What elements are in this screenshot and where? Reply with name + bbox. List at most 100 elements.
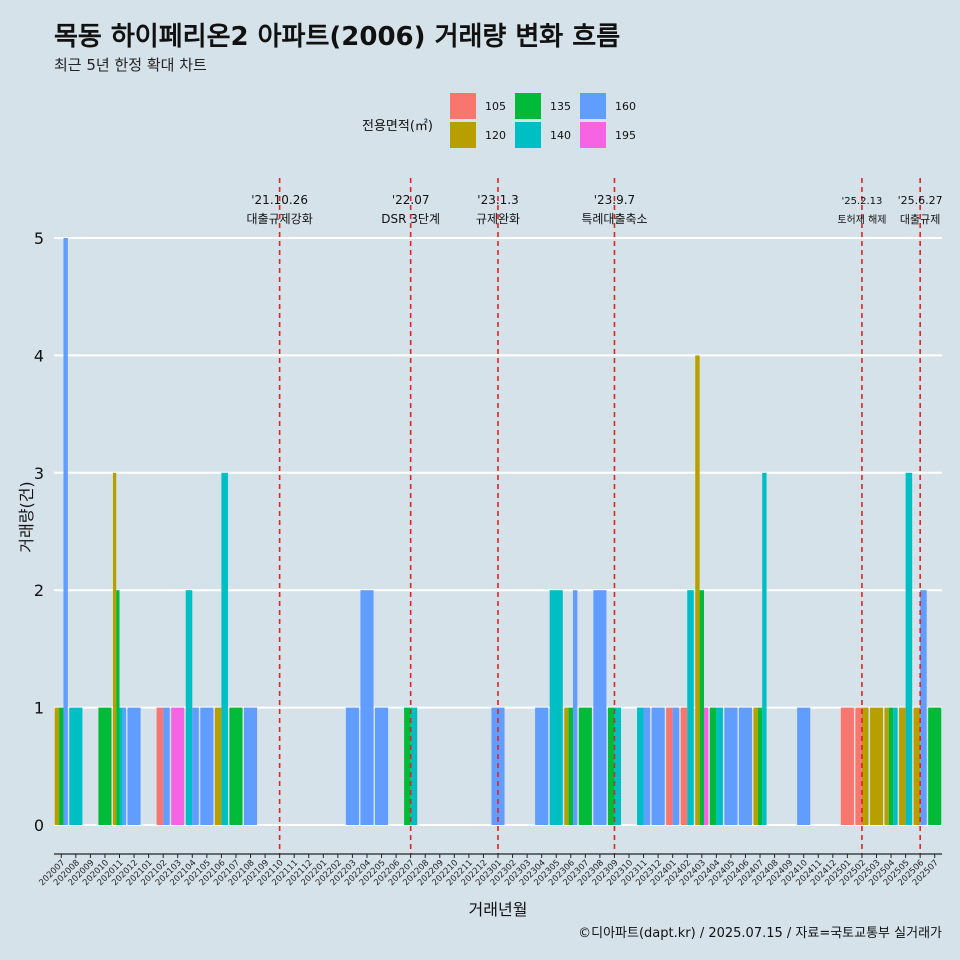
bar-202410-160 — [797, 707, 811, 825]
bar-202407-120 — [753, 707, 758, 825]
legend-item-160: 160 — [580, 93, 650, 119]
bar-202007-160 — [63, 238, 68, 825]
event-date-3: '23.9.7 — [594, 193, 635, 207]
bar-202103-195 — [171, 707, 185, 825]
bar-202106-140 — [221, 472, 228, 825]
bar-202011-120 — [112, 472, 117, 825]
bar-202504-120 — [884, 707, 889, 825]
bar-202007-135 — [59, 707, 64, 825]
bar-202008-140 — [69, 707, 83, 825]
chart-title: 목동 하이페리온2 아파트(2006) 거래량 변화 흐름 — [54, 22, 621, 52]
y-tick-label: 5 — [34, 229, 44, 248]
bar-202505-120 — [899, 707, 906, 825]
event-label-1: DSR 3단계 — [381, 212, 440, 226]
legend-label-135: 135 — [550, 100, 571, 113]
bar-202104-160 — [192, 707, 199, 825]
source-caption: ©디아파트(dapt.kr) / 2025.07.15 / 자료=국토교통부 실… — [578, 926, 942, 941]
legend-swatch-140 — [515, 122, 541, 148]
bar-202506-120 — [913, 707, 921, 825]
bar-202011-140 — [119, 707, 123, 825]
bar-202309-140 — [614, 707, 622, 825]
legend-swatch-195 — [580, 122, 606, 148]
bar-202502-105 — [855, 707, 862, 825]
legend-item-105: 105 — [450, 93, 520, 119]
legend-label-120: 120 — [485, 129, 506, 142]
y-tick-label: 0 — [34, 816, 44, 835]
bar-202404-135 — [709, 707, 717, 825]
legend-label-160: 160 — [615, 100, 636, 113]
y-tick-label: 4 — [34, 346, 44, 365]
bar-202308-160 — [593, 590, 607, 825]
bar-202207-140 — [410, 707, 418, 825]
legend-item-135: 135 — [515, 93, 585, 119]
bar-202312-160 — [651, 707, 665, 825]
bar-202502-120 — [861, 707, 869, 825]
y-tick-label: 3 — [34, 464, 44, 483]
legend-item-140: 140 — [515, 122, 585, 148]
bar-202503-120 — [869, 707, 884, 825]
legend-title: 전용면적(㎡) — [362, 119, 433, 134]
bar-202405-160 — [724, 707, 738, 825]
y-axis-title: 거래량(건) — [17, 481, 36, 552]
event-label-5: 대출규제 — [900, 213, 940, 226]
bar-202402-105 — [680, 707, 688, 825]
bar-202207-135 — [404, 707, 411, 825]
legend-item-120: 120 — [450, 122, 520, 148]
legend-swatch-160 — [580, 93, 606, 119]
bar-202401-105 — [666, 707, 673, 825]
bar-202203-160 — [345, 707, 359, 825]
bar-202407-140 — [762, 472, 767, 825]
bar-202403-120 — [695, 355, 700, 825]
event-lines — [278, 178, 921, 854]
bar-202102-105 — [156, 707, 164, 825]
legend-label-140: 140 — [550, 129, 571, 142]
legend-label-195: 195 — [615, 129, 636, 142]
bar-202505-140 — [905, 472, 913, 825]
bar-202204-160 — [360, 590, 374, 825]
bar-202010-135 — [98, 707, 112, 825]
bars — [54, 238, 942, 825]
bar-202307-135 — [578, 707, 592, 825]
bar-202012-160 — [127, 707, 141, 825]
y-tick-label: 1 — [34, 699, 44, 718]
bar-202504-140 — [893, 707, 898, 825]
bar-202504-135 — [888, 707, 894, 825]
event-label-3: 특례대출축소 — [581, 212, 647, 226]
event-label-0: 대출규제강화 — [247, 212, 313, 226]
bar-202306-135 — [568, 707, 573, 825]
bar-202011-160 — [122, 707, 127, 825]
bar-202011-135 — [116, 590, 120, 825]
legend-swatch-105 — [450, 93, 476, 119]
event-label-2: 규제완화 — [476, 212, 520, 226]
bar-202311-140 — [637, 707, 644, 825]
bar-202401-160 — [672, 707, 680, 825]
bar-202501-105 — [840, 707, 854, 825]
event-label-4: 토허제 해제 — [837, 213, 886, 226]
legend-label-105: 105 — [485, 100, 506, 113]
event-date-0: '21.10.26 — [251, 193, 308, 207]
bar-202309-135 — [607, 707, 615, 825]
bar-202304-160 — [535, 707, 549, 825]
bar-202506-160 — [920, 590, 927, 825]
event-date-2: '23.1.3 — [477, 193, 518, 207]
bar-202106-120 — [214, 707, 222, 825]
legend-item-195: 195 — [580, 122, 650, 148]
bar-202305-140 — [549, 590, 563, 825]
legend-swatch-135 — [515, 93, 541, 119]
bar-202107-135 — [229, 707, 243, 825]
bar-202507-135 — [928, 707, 942, 825]
bar-202402-140 — [687, 590, 694, 825]
bar-202105-160 — [200, 707, 214, 825]
bar-202108-160 — [243, 707, 258, 825]
event-annotations: '21.10.26 대출규제강화 '22.07 DSR 3단계 '23.1.3 규제완화 '… — [247, 193, 943, 226]
bar-202403-195 — [703, 707, 709, 825]
x-axis-title: 거래년월 — [469, 900, 528, 919]
event-date-1: '22.07 — [392, 193, 430, 207]
bar-202007-120 — [54, 707, 60, 825]
event-date-5: '25.6.27 — [898, 194, 943, 207]
bar-202306-160 — [572, 590, 578, 825]
bar-202403-135 — [699, 590, 704, 825]
bar-202102-160 — [163, 707, 170, 825]
bar-202104-140 — [185, 590, 193, 825]
